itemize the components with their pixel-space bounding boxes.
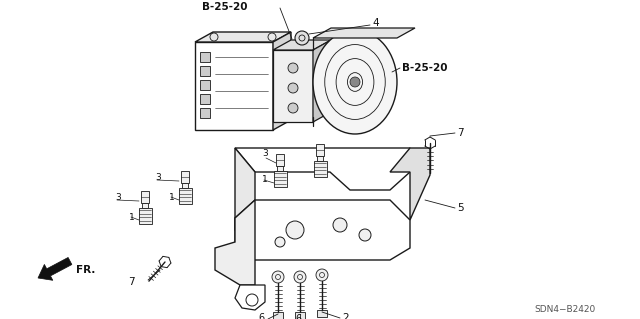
Bar [200, 108, 210, 118]
Bar [273, 312, 283, 319]
Bar [141, 191, 149, 203]
Text: SDN4−B2420: SDN4−B2420 [534, 306, 596, 315]
Bar [179, 188, 192, 204]
Text: 6: 6 [295, 314, 301, 319]
Polygon shape [215, 200, 255, 285]
Text: 3: 3 [155, 173, 161, 182]
Polygon shape [313, 28, 415, 38]
Text: 6: 6 [258, 313, 264, 319]
Text: 3: 3 [115, 192, 121, 202]
Circle shape [316, 269, 328, 281]
Circle shape [288, 83, 298, 93]
Text: 1: 1 [169, 192, 175, 202]
Text: B-25-20: B-25-20 [202, 2, 248, 12]
Bar [139, 208, 152, 224]
Bar [200, 80, 210, 90]
Polygon shape [273, 32, 291, 130]
Circle shape [333, 218, 347, 232]
Text: 4: 4 [372, 18, 379, 28]
Bar [314, 161, 327, 177]
Polygon shape [235, 148, 410, 190]
Text: 1: 1 [262, 175, 268, 184]
Bar [274, 171, 287, 187]
Polygon shape [235, 148, 255, 248]
Bar [316, 144, 324, 156]
Text: 1: 1 [129, 212, 135, 221]
Bar [142, 203, 148, 208]
Circle shape [272, 271, 284, 283]
Circle shape [359, 229, 371, 241]
Polygon shape [38, 257, 72, 280]
Bar [317, 156, 323, 161]
Text: 2: 2 [342, 313, 349, 319]
Polygon shape [390, 148, 430, 220]
Bar [181, 171, 189, 183]
Polygon shape [195, 32, 291, 42]
Circle shape [294, 271, 306, 283]
Circle shape [295, 31, 309, 45]
Circle shape [350, 77, 360, 87]
Bar [295, 312, 305, 319]
Polygon shape [195, 42, 273, 130]
Ellipse shape [313, 30, 397, 134]
Text: B-25-20: B-25-20 [402, 63, 447, 73]
Bar [200, 94, 210, 104]
Text: FR.: FR. [76, 265, 95, 275]
Bar [200, 66, 210, 76]
Text: 7: 7 [128, 277, 134, 287]
Circle shape [286, 221, 304, 239]
Text: 5: 5 [457, 203, 463, 213]
Polygon shape [273, 40, 331, 50]
Circle shape [275, 237, 285, 247]
Bar [277, 166, 283, 171]
Polygon shape [313, 40, 331, 122]
Bar [276, 154, 284, 166]
Bar [317, 310, 327, 317]
Text: 3: 3 [262, 150, 268, 159]
Text: 7: 7 [457, 128, 463, 138]
Polygon shape [273, 50, 313, 122]
Bar [200, 52, 210, 62]
Polygon shape [235, 285, 265, 310]
Circle shape [288, 63, 298, 73]
Bar [182, 183, 188, 188]
Circle shape [288, 103, 298, 113]
Polygon shape [235, 200, 410, 260]
